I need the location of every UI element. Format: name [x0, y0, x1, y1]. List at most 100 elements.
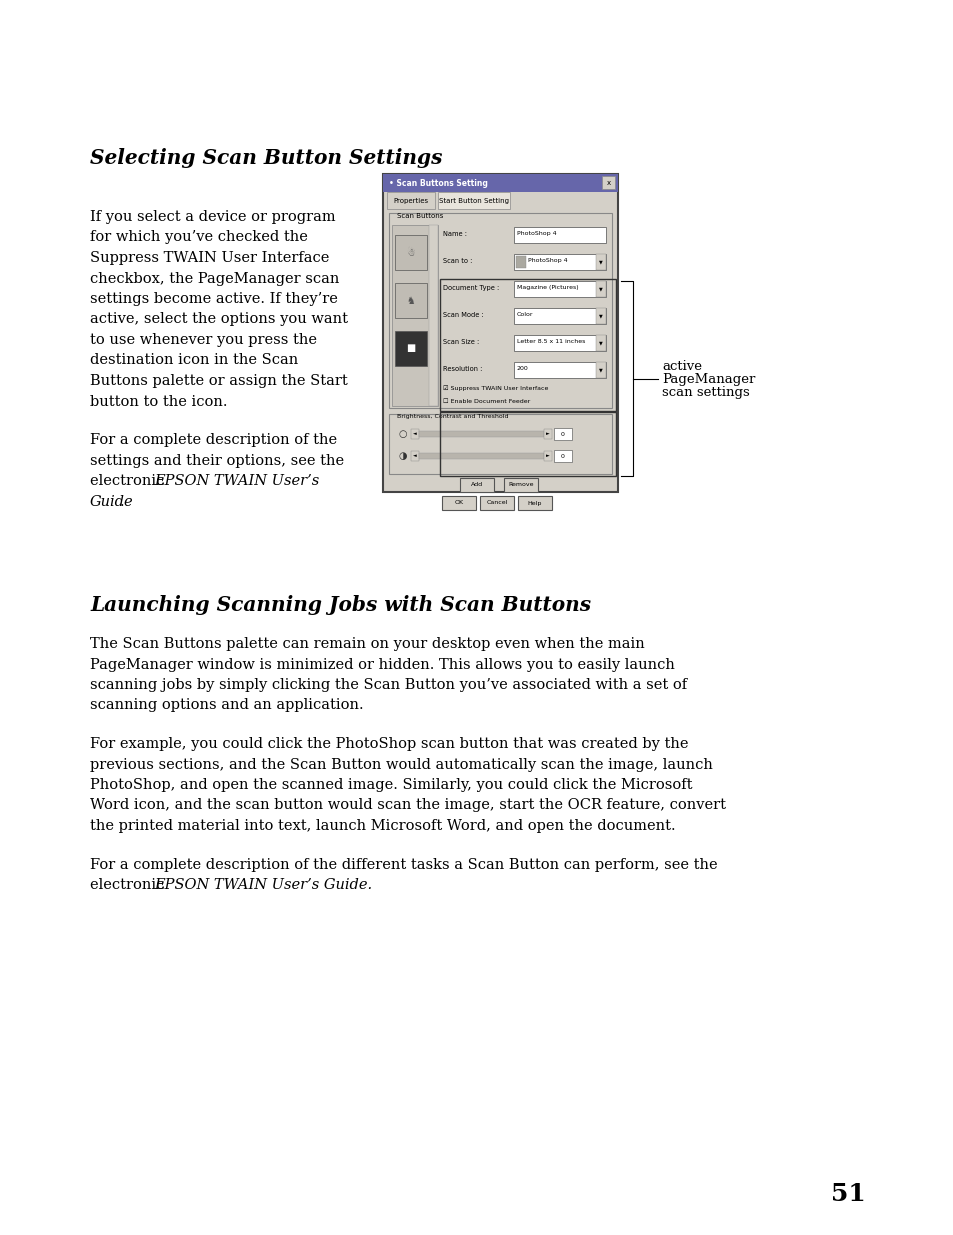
Bar — [429, 225, 437, 406]
Bar — [387, 191, 435, 209]
Bar — [395, 331, 427, 366]
Text: ◄: ◄ — [413, 431, 416, 436]
Text: Scan Size :: Scan Size : — [442, 338, 478, 345]
Bar — [596, 308, 605, 324]
Text: Add: Add — [471, 483, 482, 488]
Text: PhotoShop 4: PhotoShop 4 — [527, 258, 567, 263]
Text: EPSON TWAIN User’s Guide.: EPSON TWAIN User’s Guide. — [154, 878, 372, 892]
Text: The Scan Buttons palette can remain on your desktop even when the main: The Scan Buttons palette can remain on y… — [90, 637, 644, 651]
Bar — [389, 414, 612, 474]
Text: ◑: ◑ — [398, 451, 407, 461]
Text: Selecting Scan Button Settings: Selecting Scan Button Settings — [90, 148, 442, 168]
Bar — [479, 496, 514, 510]
Text: ▼: ▼ — [598, 314, 602, 319]
Bar — [514, 362, 605, 378]
Bar — [395, 235, 427, 270]
Text: Letter 8.5 x 11 inches: Letter 8.5 x 11 inches — [517, 338, 585, 345]
Text: for which you’ve checked the: for which you’ve checked the — [90, 231, 308, 245]
Text: ○: ○ — [398, 429, 407, 438]
Text: • Scan Buttons Setting: • Scan Buttons Setting — [389, 179, 487, 188]
Text: ►: ► — [545, 431, 549, 436]
Text: to use whenever you press the: to use whenever you press the — [90, 333, 316, 347]
Text: Name :: Name : — [442, 231, 467, 237]
Bar — [418, 431, 543, 437]
Text: ▼: ▼ — [598, 259, 602, 264]
Text: Magazine (Pictures): Magazine (Pictures) — [517, 285, 578, 290]
Bar — [392, 225, 437, 406]
Text: For a complete description of the different tasks a Scan Button can perform, see: For a complete description of the differ… — [90, 857, 717, 872]
Text: Scan Mode :: Scan Mode : — [442, 312, 483, 317]
Bar — [601, 177, 615, 189]
Text: checkbox, the PageManager scan: checkbox, the PageManager scan — [90, 272, 339, 285]
Bar — [514, 254, 605, 270]
Text: destination icon in the Scan: destination icon in the Scan — [90, 353, 298, 368]
Text: ◄: ◄ — [413, 453, 416, 458]
Text: PhotoShop, and open the scanned image. Similarly, you could click the Microsoft: PhotoShop, and open the scanned image. S… — [90, 778, 692, 792]
Text: Color: Color — [517, 312, 533, 317]
Text: Remove: Remove — [508, 483, 533, 488]
Text: active, select the options you want: active, select the options you want — [90, 312, 348, 326]
Text: 0: 0 — [560, 431, 564, 436]
Bar — [517, 496, 552, 510]
Text: Resolution :: Resolution : — [442, 366, 482, 372]
Text: active: active — [661, 361, 701, 373]
Text: ♞: ♞ — [406, 295, 415, 305]
Text: PhotoShop 4: PhotoShop 4 — [517, 231, 556, 236]
Bar — [543, 451, 552, 461]
Text: .: . — [119, 494, 124, 509]
Bar — [382, 174, 618, 191]
Bar — [554, 429, 572, 440]
Text: scanning jobs by simply clicking the Scan Button you’ve associated with a set of: scanning jobs by simply clicking the Sca… — [90, 678, 686, 692]
Text: electronic: electronic — [90, 474, 169, 488]
Text: For example, you could click the PhotoShop scan button that was created by the: For example, you could click the PhotoSh… — [90, 737, 688, 751]
Text: Start Button Setting: Start Button Setting — [438, 198, 509, 204]
Bar — [514, 282, 605, 296]
Text: Buttons palette or assign the Start: Buttons palette or assign the Start — [90, 374, 348, 388]
Text: Help: Help — [527, 500, 541, 505]
Bar — [389, 212, 612, 408]
Bar — [514, 227, 605, 243]
Text: Scan Buttons: Scan Buttons — [396, 212, 443, 219]
Text: Brightness, Contrast and Threshold: Brightness, Contrast and Threshold — [396, 414, 508, 419]
Bar — [411, 451, 418, 461]
Text: PageManager window is minimized or hidden. This allows you to easily launch: PageManager window is minimized or hidde… — [90, 657, 674, 672]
Text: ■: ■ — [406, 343, 416, 353]
Bar — [514, 335, 605, 351]
Bar — [543, 429, 552, 438]
Text: scan settings: scan settings — [661, 387, 749, 399]
Bar — [441, 496, 476, 510]
Bar — [596, 254, 605, 270]
Bar — [459, 478, 494, 492]
Text: 200: 200 — [517, 366, 528, 370]
Text: 51: 51 — [830, 1182, 865, 1207]
Text: Launching Scanning Jobs with Scan Buttons: Launching Scanning Jobs with Scan Button… — [90, 595, 591, 615]
Text: scanning options and an application.: scanning options and an application. — [90, 699, 363, 713]
Bar — [439, 412, 616, 475]
Text: Properties: Properties — [393, 198, 428, 204]
Text: Suppress TWAIN User Interface: Suppress TWAIN User Interface — [90, 251, 329, 266]
Text: PageManager: PageManager — [661, 373, 755, 387]
Text: ▼: ▼ — [598, 368, 602, 373]
Bar — [503, 478, 537, 492]
Bar — [516, 256, 525, 268]
Text: Scan to :: Scan to : — [442, 258, 472, 264]
Bar — [596, 282, 605, 296]
Text: Document Type :: Document Type : — [442, 285, 498, 291]
Text: ▼: ▼ — [598, 341, 602, 346]
Text: OK: OK — [454, 500, 463, 505]
Text: Cancel: Cancel — [486, 500, 507, 505]
Text: ▼: ▼ — [598, 287, 602, 291]
Bar — [395, 283, 427, 317]
Text: ☃: ☃ — [406, 247, 415, 258]
Bar — [437, 191, 510, 209]
Text: ►: ► — [545, 453, 549, 458]
Bar — [418, 453, 543, 459]
Text: ☑ Suppress TWAIN User Interface: ☑ Suppress TWAIN User Interface — [442, 385, 548, 390]
Bar — [596, 335, 605, 351]
Text: For a complete description of the: For a complete description of the — [90, 433, 336, 447]
Text: electronic: electronic — [90, 878, 169, 892]
Bar — [411, 429, 418, 438]
Text: 0: 0 — [560, 453, 564, 458]
Text: settings become active. If they’re: settings become active. If they’re — [90, 291, 337, 306]
Text: button to the icon.: button to the icon. — [90, 394, 227, 409]
